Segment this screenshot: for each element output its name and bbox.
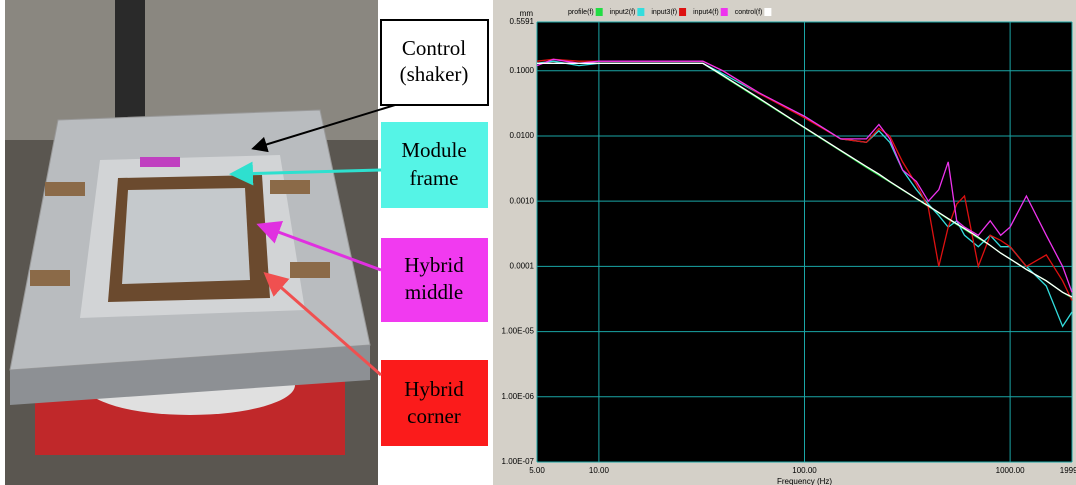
clamp [45,182,85,196]
legend-label: input4(f) [693,9,719,16]
label: corner [407,404,461,428]
label-box [380,19,489,106]
legend-swatch [764,8,772,16]
y-unit: mm [520,9,534,18]
y-tick-label: 0.5591 [510,17,535,26]
legend-swatch [637,8,645,16]
plate-edge [10,345,370,405]
y-tick-label: 1.00E-07 [502,457,535,466]
y-tick-label: 0.0010 [510,196,535,205]
label: Control [402,36,466,60]
sensor [122,188,250,284]
y-tick-label: 1.00E-05 [502,327,535,336]
label-box [381,122,488,208]
x-tick-label: 100.00 [792,466,817,475]
arrow [256,220,382,272]
legend-swatch [720,8,728,16]
x-tick-label: 5.00 [529,466,545,475]
legend-label: input3(f) [651,9,677,16]
x-tick-label: 1999.9 [1060,466,1076,475]
label: Hybrid [404,253,464,277]
y-tick-label: 0.0100 [510,131,535,140]
legend-label: control(f) [735,9,763,16]
x-axis-label: Frequency (Hz) [777,477,832,485]
label: frame [410,166,459,190]
y-tick-label: 1.00E-06 [502,392,535,401]
y-tick-label: 0.0001 [510,261,535,270]
arrow [263,272,382,377]
arrow [229,161,382,186]
label-box [381,238,488,322]
clamp [30,270,70,286]
label: middle [405,280,463,304]
legend-label: input2(f) [610,9,636,16]
legend-label: profile(f) [568,9,594,16]
clamp [270,180,310,194]
clamp [290,262,330,278]
series-line [536,58,1073,293]
legend-swatch [595,8,603,16]
legend-swatch [679,8,687,16]
cable-hose [115,0,145,120]
series-line [537,62,1073,298]
x-tick-label: 1000.00 [996,466,1025,475]
chart: mm0.5591 0.1000 0.0100 0.0010 0.0001 1.00E-05… [493,0,1076,485]
label: (shaker) [400,62,469,86]
label: Hybrid [404,377,464,401]
tag [140,157,180,167]
x-tick-label: 10.00 [589,466,610,475]
arrow [251,104,396,153]
photo-panel: Control (shaker) Module frame Hybrid mid… [5,0,489,485]
y-tick-label: 0.1000 [510,66,535,75]
label-box [381,360,488,446]
label: Module [401,138,466,162]
